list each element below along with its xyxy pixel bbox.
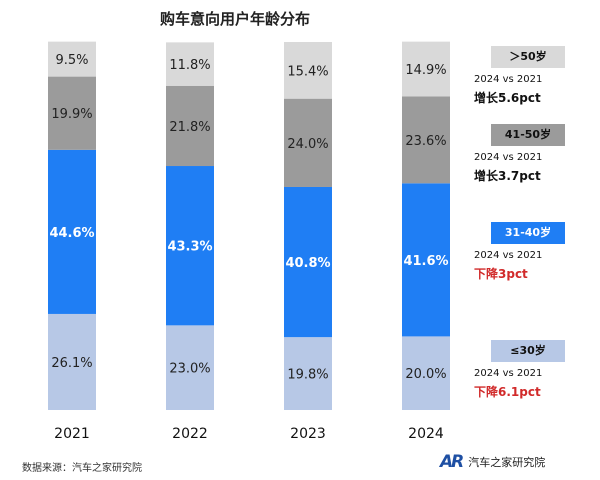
bar-segment-g31_40-2022: [166, 166, 214, 326]
data-label-g41_50-2023: 24.0%: [287, 137, 328, 152]
legend-compare-le30: 2024 vs 2021: [474, 368, 543, 379]
bar-segment-le30-2021: [48, 313, 96, 410]
legend-compare-41-50: 2024 vs 2021: [474, 152, 543, 163]
data-label-g41_50-2024: 23.6%: [405, 134, 446, 149]
legend-gt50: ＞50岁 2024 vs 2021 增长5.6pct: [466, 46, 590, 106]
bar-segment-g41_50-2022: [166, 85, 214, 167]
data-label-gt50-2021: 9.5%: [55, 53, 88, 68]
bar-segment-gt50-2024: [402, 41, 450, 97]
legend-41-50: 41-50岁 2024 vs 2021 增长3.7pct: [466, 124, 590, 184]
x-tick-label-2024: 2024: [408, 426, 444, 442]
data-label-g41_50-2021: 19.9%: [51, 107, 92, 122]
legend-le30: ≤30岁 2024 vs 2021 下降6.1pct: [466, 340, 590, 400]
bar-segment-le30-2022: [166, 325, 214, 410]
data-label-le30-2024: 20.0%: [405, 367, 446, 382]
legend-change-gt50: 增长5.6pct: [474, 91, 541, 105]
data-label-g31_40-2023: 40.8%: [285, 256, 330, 271]
data-label-gt50-2023: 15.4%: [287, 64, 328, 79]
bar-segment-gt50-2023: [284, 42, 332, 99]
bar-segment-g31_40-2024: [402, 183, 450, 337]
data-label-le30-2022: 23.0%: [169, 362, 210, 377]
data-label-g31_40-2021: 44.6%: [49, 226, 94, 241]
bar-segment-le30-2024: [402, 336, 450, 410]
data-label-gt50-2024: 14.9%: [405, 63, 446, 78]
logo-text: 汽车之家研究院: [468, 456, 546, 469]
legend-badge-31-40: 31-40岁: [491, 222, 565, 244]
bar-segment-g31_40-2021: [48, 149, 96, 314]
data-source-note: 数据来源：汽车之家研究院: [22, 463, 142, 474]
data-label-g31_40-2022: 43.3%: [167, 240, 212, 255]
data-label-gt50-2022: 11.8%: [169, 58, 210, 73]
legend-31-40: 31-40岁 2024 vs 2021 下降3pct: [466, 222, 590, 282]
legend-badge-le30: ≤30岁: [491, 340, 565, 362]
x-tick-label-2022: 2022: [172, 426, 208, 442]
bar-segment-g41_50-2024: [402, 96, 450, 184]
bar-segment-g31_40-2023: [284, 186, 332, 338]
legend-change-41-50: 增长3.7pct: [474, 169, 541, 183]
bar-segment-g41_50-2021: [48, 76, 96, 150]
bar-segment-le30-2023: [284, 337, 332, 410]
legend-change-31-40: 下降3pct: [474, 267, 528, 281]
legend-compare-gt50: 2024 vs 2021: [474, 74, 543, 85]
legend-compare-31-40: 2024 vs 2021: [474, 250, 543, 261]
data-label-g41_50-2022: 21.8%: [169, 120, 210, 135]
legend-change-le30: 下降6.1pct: [474, 385, 541, 399]
bar-segment-gt50-2022: [166, 42, 214, 86]
logo: AR 汽车之家研究院: [440, 452, 545, 472]
data-label-le30-2023: 19.8%: [287, 368, 328, 383]
data-label-g31_40-2024: 41.6%: [403, 254, 448, 269]
data-label-le30-2021: 26.1%: [51, 356, 92, 371]
legend-badge-gt50: ＞50岁: [491, 46, 565, 68]
chart-title: 购车意向用户年龄分布: [159, 10, 310, 28]
x-tick-label-2023: 2023: [290, 426, 326, 442]
x-tick-label-2021: 2021: [54, 426, 90, 442]
logo-mark: AR: [440, 452, 464, 472]
bar-segment-gt50-2021: [48, 41, 96, 77]
bar-segment-g41_50-2023: [284, 98, 332, 187]
legend-badge-41-50: 41-50岁: [491, 124, 565, 146]
